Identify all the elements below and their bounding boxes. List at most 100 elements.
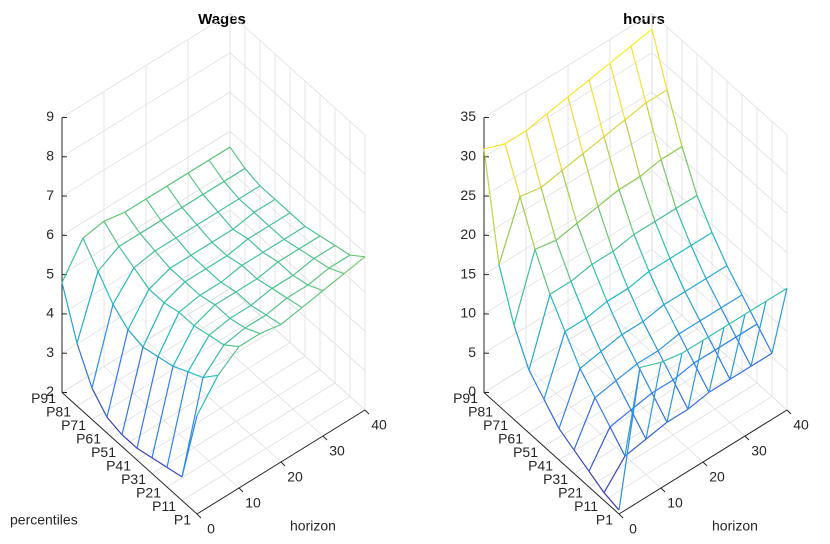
- mesh-segment: [678, 333, 695, 364]
- mesh-segment: [223, 167, 246, 182]
- mesh-segment: [211, 241, 228, 257]
- z-tick-label: 10: [460, 305, 476, 321]
- mesh-segment: [558, 428, 575, 451]
- z-tick-label: 3: [46, 344, 54, 360]
- mesh-segment: [615, 380, 632, 411]
- mesh-segment: [301, 290, 324, 309]
- mesh-segment: [187, 371, 204, 379]
- mesh-segment: [561, 153, 584, 172]
- z-tick-label: 9: [46, 108, 54, 124]
- mesh-segment: [618, 367, 641, 511]
- mesh-segment: [190, 254, 207, 270]
- grid-line: [603, 396, 773, 501]
- mesh-segment: [591, 250, 614, 265]
- mesh-segment: [726, 265, 743, 296]
- mesh-segment: [166, 371, 189, 468]
- mesh-segment: [558, 368, 581, 429]
- y-tick-label: P1: [596, 512, 613, 528]
- mesh-segment: [148, 288, 165, 304]
- mesh-segment: [699, 307, 722, 322]
- mesh-segment: [603, 455, 626, 493]
- mesh-segment: [313, 257, 330, 269]
- grid-line: [181, 396, 351, 501]
- mesh-segment: [151, 457, 168, 468]
- x-axis-label: horizon: [712, 518, 758, 534]
- mesh-segment: [675, 208, 692, 246]
- grid-line: [558, 355, 728, 461]
- mesh-segment: [639, 159, 662, 177]
- mesh-segment: [226, 255, 243, 266]
- grid-line: [651, 52, 788, 175]
- mesh-segment: [609, 409, 632, 428]
- mesh-segment: [621, 334, 638, 365]
- mesh-segment: [546, 113, 563, 171]
- grid-line: [121, 342, 291, 447]
- x-tick: [364, 409, 370, 415]
- mesh-segment: [136, 356, 159, 449]
- mesh-segment: [307, 284, 324, 292]
- mesh-segment: [528, 369, 545, 400]
- mesh-segment: [187, 159, 210, 174]
- mesh-segment: [504, 130, 527, 145]
- grid-line: [483, 209, 653, 315]
- mesh-segment: [729, 314, 746, 380]
- mesh-segment: [169, 254, 192, 269]
- mesh-segment: [178, 294, 201, 313]
- mesh-segment: [172, 365, 189, 373]
- mesh-segment: [166, 172, 189, 187]
- mesh-segment: [663, 304, 680, 335]
- y-tick-label: P21: [136, 485, 161, 501]
- mesh-segment: [256, 261, 279, 280]
- mesh-segment: [693, 362, 710, 393]
- x-tick: [702, 461, 708, 467]
- mesh-segment: [504, 143, 521, 197]
- mesh-segment: [567, 96, 584, 154]
- z-tick-label: 30: [460, 147, 476, 163]
- y-tick-label: P31: [121, 471, 146, 487]
- mesh-segment: [546, 96, 569, 115]
- mesh-segment: [229, 146, 246, 169]
- mesh-segment: [82, 237, 99, 272]
- mesh-segment: [334, 244, 351, 256]
- mesh-segment: [678, 320, 701, 335]
- mesh-segment: [687, 340, 704, 410]
- mesh-segment: [289, 212, 306, 227]
- mesh-segment: [226, 238, 249, 257]
- mesh-segment: [220, 281, 237, 293]
- grid-line: [106, 328, 276, 434]
- mesh-segment: [223, 327, 246, 346]
- mesh-segment: [184, 268, 207, 283]
- mesh-segment: [133, 267, 150, 290]
- mesh-segment: [675, 194, 698, 209]
- mesh-segment: [169, 267, 186, 283]
- mesh-segment: [217, 346, 240, 376]
- mesh-segment: [286, 284, 309, 299]
- mesh-segment: [112, 267, 135, 305]
- mesh-segment: [118, 246, 135, 269]
- mesh-segment: [729, 365, 752, 380]
- grid-line: [229, 131, 366, 254]
- mesh-segment: [519, 186, 542, 198]
- mesh-segment: [624, 438, 647, 457]
- mesh-segment: [570, 263, 593, 282]
- mesh-segment: [603, 136, 620, 190]
- mesh-segment: [567, 79, 590, 98]
- grid-line: [145, 340, 282, 463]
- mesh-segment: [268, 212, 291, 227]
- grid-line: [151, 369, 321, 474]
- mesh-segment: [208, 146, 231, 161]
- mesh-segment: [97, 270, 114, 305]
- z-tick-label: 20: [460, 226, 476, 242]
- y-tick-label: P51: [513, 444, 538, 460]
- mesh-segment: [579, 351, 602, 369]
- mesh-segment: [112, 304, 129, 330]
- mesh-segment: [651, 29, 668, 91]
- mesh-segment: [636, 363, 653, 394]
- mesh-segment: [744, 300, 767, 315]
- y-tick-label: P11: [152, 498, 176, 514]
- mesh-segment: [579, 368, 596, 398]
- mesh-segment: [600, 351, 617, 381]
- mesh-segment: [292, 258, 315, 276]
- z-tick-label: 5: [46, 265, 54, 281]
